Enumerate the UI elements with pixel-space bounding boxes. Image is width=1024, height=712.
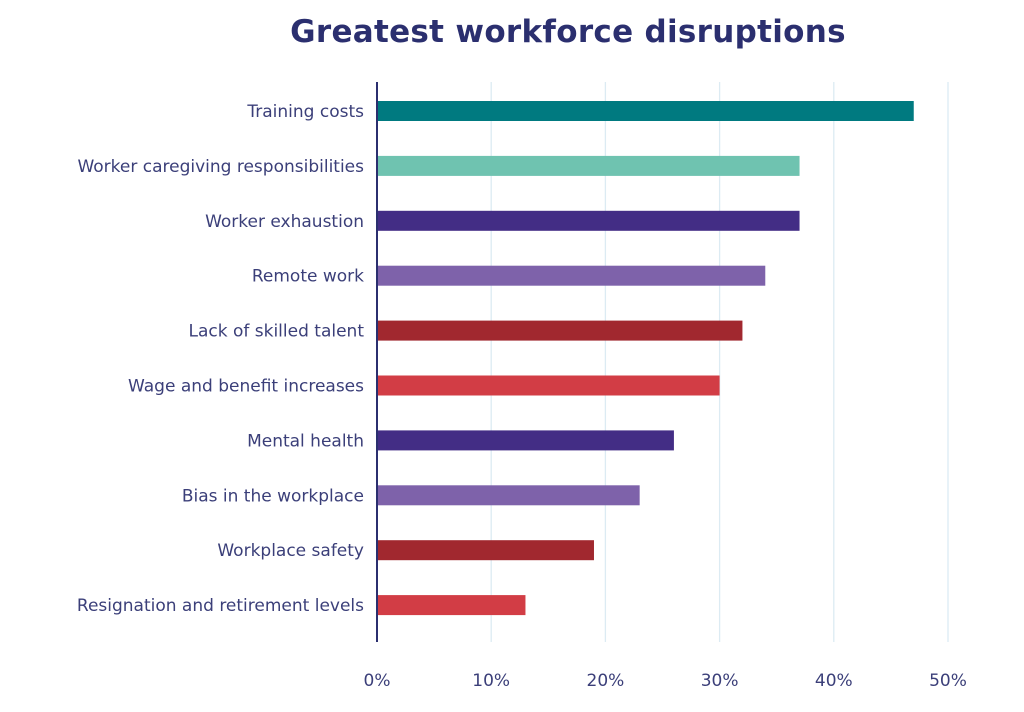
bar-6 (377, 430, 674, 451)
category-label: Mental health (247, 431, 364, 451)
bar-3 (377, 265, 766, 286)
x-tick-labels: 0% 10% 20% 30% 40% 50% (364, 671, 967, 691)
category-label: Remote work (252, 267, 364, 287)
category-label: Training costs (246, 102, 364, 122)
category-label: Resignation and retirement levels (77, 596, 364, 616)
category-label: Worker exhaustion (205, 212, 364, 232)
category-label: Lack of skilled talent (188, 322, 364, 342)
bar-4 (377, 320, 743, 341)
chart-title: Greatest workforce disruptions (290, 14, 846, 50)
category-label: Worker caregiving responsibilities (77, 157, 364, 177)
bars (377, 101, 914, 616)
category-label: Bias in the workplace (182, 486, 364, 506)
x-tick-label: 10% (472, 671, 510, 691)
x-tick-label: 50% (929, 671, 967, 691)
bar-5 (377, 375, 720, 396)
bar-2 (377, 210, 800, 231)
bar-9 (377, 595, 526, 616)
x-tick-label: 20% (587, 671, 625, 691)
x-tick-label: 30% (701, 671, 739, 691)
bar-7 (377, 485, 640, 506)
bar-0 (377, 101, 914, 121)
category-labels: Training costs Worker caregiving responsi… (77, 102, 364, 616)
category-label: Wage and benefit increases (128, 377, 364, 397)
bar-1 (377, 155, 800, 176)
x-tick-label: 0% (364, 671, 391, 691)
bar-8 (377, 540, 594, 561)
x-tick-label: 40% (815, 671, 853, 691)
category-label: Workplace safety (217, 541, 364, 561)
